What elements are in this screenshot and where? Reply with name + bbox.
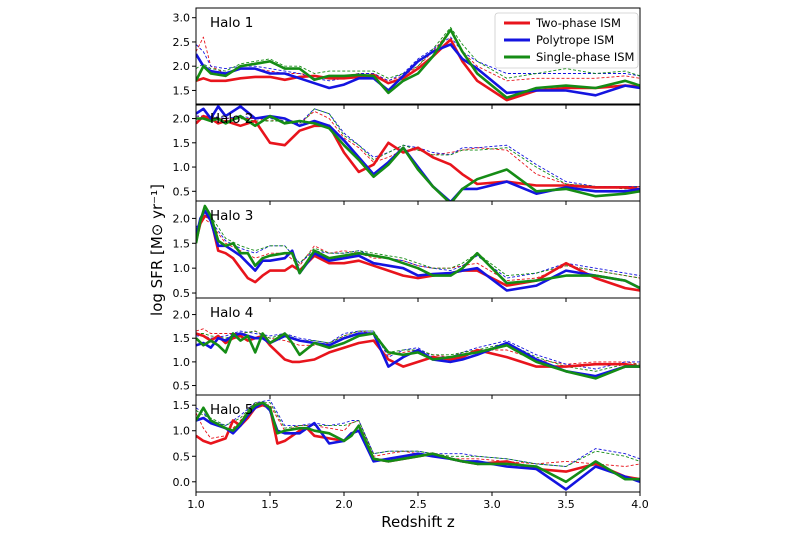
- series-green-solid: [196, 332, 640, 380]
- y-tick-label: 1.5: [173, 84, 191, 97]
- series-red-solid: [196, 332, 640, 368]
- panel-label: Halo 1: [210, 15, 253, 31]
- panels-group: 1.5 2.0 2.5 3.0 Halo 1 0.5 1.0 1.5 2.0 Halo 2 0.5 1…: [173, 7, 649, 511]
- series-blue-solid: [196, 332, 640, 378]
- y-tick-label: 1.0: [173, 262, 191, 275]
- y-tick-label: 2.0: [173, 60, 191, 73]
- panel-4: 0.5 1.0 1.5 2.0 Halo 4: [173, 297, 641, 399]
- series-green-dashed: [196, 330, 640, 372]
- panel-1-series: [196, 26, 640, 102]
- y-tick-label: 1.5: [173, 237, 191, 250]
- panel-1: 1.5 2.0 2.5 3.0 Halo 1: [173, 7, 641, 109]
- legend-label-polytrope: Polytrope ISM: [536, 33, 614, 47]
- x-tick-label: 3.0: [483, 498, 501, 511]
- y-tick-label: 2.5: [173, 36, 191, 49]
- series-red-solid: [196, 403, 640, 481]
- y-tick-label: 0.5: [173, 185, 191, 198]
- x-axis-label: Redshift z: [381, 513, 455, 531]
- panel-label: Halo 5: [210, 402, 253, 418]
- panel-5-series: [196, 399, 640, 491]
- series-red-solid: [196, 114, 640, 191]
- y-tick-label: 1.0: [173, 356, 191, 369]
- series-green-solid: [196, 401, 640, 484]
- series-green-dashed: [196, 108, 640, 190]
- panel-label: Halo 4: [210, 305, 253, 321]
- panel-label: Halo 3: [210, 208, 253, 224]
- y-axis-label: log SFR [M⊙ yr⁻¹]: [148, 184, 166, 316]
- y-tick-label: 0.5: [173, 450, 191, 463]
- y-tick-label: 1.5: [173, 137, 191, 150]
- x-tick-label: 4.0: [631, 498, 649, 511]
- y-tick-label: 1.5: [173, 332, 191, 345]
- series-blue-solid: [196, 209, 640, 292]
- series-green-solid: [196, 204, 640, 290]
- panel-label: Halo 2: [210, 111, 253, 127]
- panel-2: 0.5 1.0 1.5 2.0 Halo 2: [173, 103, 641, 205]
- y-tick-label: 2.0: [173, 212, 191, 225]
- y-tick-label: 2.0: [173, 113, 191, 126]
- y-tick-label: 1.0: [173, 161, 191, 174]
- panel-5: 0.0 0.5 1.0 1.5 Halo 5: [173, 394, 641, 496]
- y-tick-label: 0.0: [173, 476, 191, 489]
- x-tick-label: 3.5: [557, 498, 575, 511]
- y-tick-label: 3.0: [173, 12, 191, 25]
- panel-2-series: [196, 105, 640, 201]
- series-blue-solid: [196, 105, 640, 201]
- y-tick-label: 2.0: [173, 309, 191, 322]
- series-green-dashed: [196, 26, 640, 79]
- x-tick-label: 2.0: [335, 498, 353, 511]
- panel-4-series: [196, 328, 640, 380]
- legend-frame: [494, 12, 639, 69]
- panel-3: 0.5 1.0 1.5 2.0 Halo 3: [173, 200, 641, 302]
- panel-frame: [195, 297, 641, 396]
- x-tick-label: 1.5: [261, 498, 279, 511]
- x-tick-label: 2.5: [409, 498, 427, 511]
- series-green-solid: [196, 114, 640, 201]
- legend-label-two-phase: Two-phase ISM: [535, 16, 621, 30]
- y-tick-label: 1.5: [173, 399, 191, 412]
- series-green-dashed: [196, 210, 640, 279]
- y-tick-label: 1.0: [173, 425, 191, 438]
- series-red-solid: [196, 214, 640, 292]
- series-blue-dashed: [196, 330, 640, 370]
- series-green-dashed: [196, 402, 640, 467]
- panel-3-series: [196, 204, 640, 292]
- legend-label-single-phase: Single-phase ISM: [536, 50, 634, 64]
- y-tick-label: 0.5: [173, 287, 191, 300]
- legend: Two-phase ISM Polytrope ISM Single-phase…: [494, 12, 639, 69]
- y-tick-label: 0.5: [173, 380, 191, 393]
- x-tick-label: 1.0: [187, 498, 205, 511]
- series-green-solid: [196, 28, 640, 99]
